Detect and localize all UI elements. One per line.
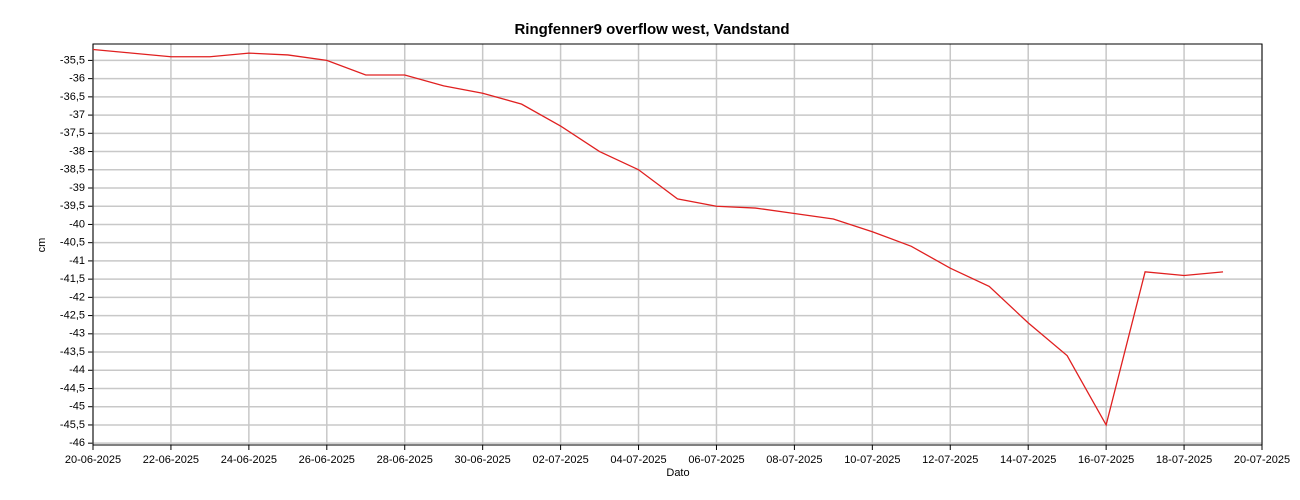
x-tick-label: 26-06-2025 (299, 454, 355, 466)
y-tick-label: -40 (69, 218, 85, 230)
y-tick-label: -43 (69, 328, 85, 340)
y-tick-label: -40,5 (60, 237, 85, 249)
x-tick-label: 02-07-2025 (532, 454, 588, 466)
x-axis-label: Dato (666, 467, 689, 479)
y-tick-label: -39,5 (60, 200, 85, 212)
y-tick-label: -41,5 (60, 273, 85, 285)
y-tick-label: -36 (69, 73, 85, 85)
y-tick-label: -44,5 (60, 382, 85, 394)
x-tick-label: 10-07-2025 (844, 454, 900, 466)
y-tick-label: -35,5 (60, 54, 85, 66)
x-tick-label: 20-07-2025 (1234, 454, 1290, 466)
y-tick-label: -42,5 (60, 309, 85, 321)
x-tick-label: 22-06-2025 (143, 454, 199, 466)
y-tick-label: -46 (69, 437, 85, 449)
y-tick-label: -38,5 (60, 164, 85, 176)
y-tick-label: -36,5 (60, 91, 85, 103)
y-axis-label: cm (36, 238, 48, 253)
y-tick-label: -44 (69, 364, 85, 376)
y-tick-label: -37,5 (60, 127, 85, 139)
y-tick-label: -42 (69, 291, 85, 303)
x-tick-label: 14-07-2025 (1000, 454, 1056, 466)
plot-frame (92, 43, 1263, 446)
x-tick-label: 24-06-2025 (221, 454, 277, 466)
x-tick-label: 16-07-2025 (1078, 454, 1134, 466)
y-tick-label: -43,5 (60, 346, 85, 358)
chart-title: Ringfenner9 overflow west, Vandstand (514, 21, 789, 38)
y-tick-label: -41 (69, 255, 85, 267)
data-line (92, 48, 1224, 427)
x-tick-label: 18-07-2025 (1156, 454, 1212, 466)
y-tick-label: -37 (69, 109, 85, 121)
y-tick-label: -45,5 (60, 419, 85, 431)
x-tick-label: 20-06-2025 (65, 454, 121, 466)
y-tick-label: -38 (69, 145, 85, 157)
y-tick-label: -45 (69, 401, 85, 413)
x-tick-label: 08-07-2025 (766, 454, 822, 466)
x-tick-label: 30-06-2025 (455, 454, 511, 466)
x-tick-label: 12-07-2025 (922, 454, 978, 466)
y-tick-label: -39 (69, 182, 85, 194)
x-tick-label: 04-07-2025 (610, 454, 666, 466)
x-tick-label: 06-07-2025 (688, 454, 744, 466)
x-tick-label: 28-06-2025 (377, 454, 433, 466)
